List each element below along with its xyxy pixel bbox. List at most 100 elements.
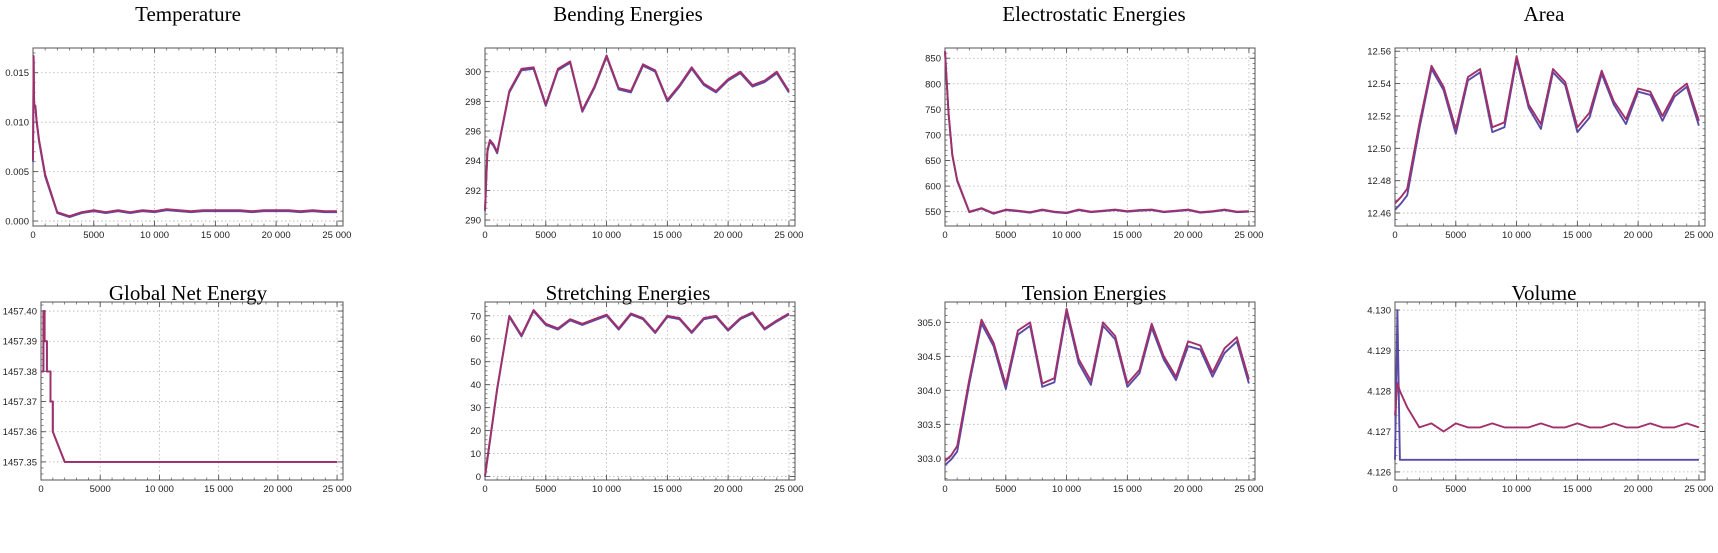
- volume-xtick-label: 10 000: [1502, 484, 1531, 495]
- area-frame: [1394, 47, 1706, 227]
- tension-energies-frame: [944, 301, 1256, 481]
- global-net-energy-ytick-label: 1457.37: [3, 397, 37, 408]
- area-ytick-label: 12.46: [1367, 209, 1391, 220]
- tension-energies-xtick-label: 0: [942, 484, 947, 495]
- electrostatic-energies-ytick-label: 600: [925, 182, 941, 193]
- electrostatic-energies-xtick-label: 5000: [995, 230, 1016, 241]
- stretching-energies-xtick-label: 20 000: [714, 484, 743, 495]
- global-net-energy-series-line-2: [41, 310, 338, 463]
- global-net-energy-panel: Global Net Energy 0 5000 10 000 15 000 20 000…: [3, 281, 352, 495]
- tension-energies-ytick-label: 304.5: [917, 352, 941, 363]
- stretching-energies-xtick-label: 10 000: [592, 484, 621, 495]
- tension-energies-xtick-label: 20 000: [1174, 484, 1203, 495]
- electrostatic-energies-xtick-label: 10 000: [1052, 230, 1081, 241]
- bending-energies-ytick-label: 294: [465, 156, 481, 167]
- tension-energies-ytick-label: 305.0: [917, 318, 941, 329]
- stretching-energies-ytick-label: 60: [470, 334, 481, 345]
- stretching-energies-ytick-label: 10: [470, 449, 481, 460]
- area-panel: Area 0 5000 10 000 15 000 20 000 25 000 12.46 12…: [1367, 2, 1713, 241]
- stretching-energies-panel: Stretching Energies 0 5000 10 000 15 000 20 0…: [470, 281, 803, 495]
- global-net-energy-xtick-label: 20 000: [263, 484, 292, 495]
- temperature-xtick-label: 10 000: [140, 230, 169, 241]
- stretching-energies-ytick-label: 20: [470, 426, 481, 437]
- temperature-panel: Temperature 0 5000 10 000 15 000 20 000 25 000…: [5, 2, 351, 241]
- volume-xtick-label: 15 000: [1563, 484, 1592, 495]
- temperature-xtick-label: 20 000: [262, 230, 291, 241]
- temperature-ytick-label: 0.015: [5, 68, 29, 79]
- temperature-ytick-label: 0.005: [5, 167, 29, 178]
- stretching-energies-ytick-label: 0: [476, 472, 481, 483]
- area-ytick-label: 12.50: [1367, 144, 1391, 155]
- global-net-energy-xtick-label: 5000: [90, 484, 111, 495]
- electrostatic-energies-ytick-label: 650: [925, 156, 941, 167]
- temperature-xtick-label: 15 000: [201, 230, 230, 241]
- tension-energies-series-line-2: [944, 307, 1250, 462]
- electrostatic-energies-xtick-label: 25 000: [1234, 230, 1263, 241]
- tension-energies-series-line-1: [944, 311, 1250, 466]
- area-series-line-1: [1394, 58, 1700, 211]
- global-net-energy-series-line-1: [41, 310, 338, 463]
- electrostatic-energies-series-line-2: [944, 51, 1249, 215]
- electrostatic-energies-xtick-label: 15 000: [1113, 230, 1142, 241]
- electrostatic-energies-panel: Electrostatic Energies 0 5000 10 000 15 000 2…: [925, 2, 1263, 241]
- temperature-title: Temperature: [135, 2, 241, 26]
- electrostatic-energies-ytick-label: 700: [925, 130, 941, 141]
- temperature-xtick-label: 5000: [83, 230, 104, 241]
- area-series-line-2: [1394, 55, 1700, 204]
- global-net-energy-xtick-label: 0: [38, 484, 43, 495]
- bending-energies-xtick-label: 25 000: [774, 230, 803, 241]
- tension-energies-ytick-label: 303.0: [917, 454, 941, 465]
- global-net-energy-ytick-label: 1457.35: [3, 457, 37, 468]
- global-net-energy-xtick-label: 25 000: [323, 484, 352, 495]
- temperature-ytick-label: 0.000: [5, 217, 29, 228]
- volume-panel: Volume 0 5000 10 000 15 000 20 000 25 000 4.126…: [1367, 281, 1713, 495]
- area-xtick-label: 15 000: [1563, 230, 1592, 241]
- stretching-energies-series-line-2: [484, 309, 790, 476]
- electrostatic-energies-ytick-label: 550: [925, 207, 941, 218]
- stretching-energies-ytick-label: 70: [470, 311, 481, 322]
- bending-energies-xtick-label: 0: [482, 230, 487, 241]
- volume-series-line-2: [1394, 381, 1700, 433]
- volume-xtick-label: 0: [1392, 484, 1397, 495]
- bending-energies-ytick-label: 298: [465, 97, 481, 108]
- bending-energies-xtick-label: 5000: [535, 230, 556, 241]
- electrostatic-energies-ytick-label: 800: [925, 79, 941, 90]
- electrostatic-energies-xtick-label: 0: [942, 230, 947, 241]
- electrostatic-energies-title: Electrostatic Energies: [1002, 2, 1185, 26]
- stretching-energies-xtick-label: 5000: [535, 484, 556, 495]
- area-xtick-label: 0: [1392, 230, 1397, 241]
- volume-frame: [1394, 301, 1706, 481]
- global-net-energy-xtick-label: 10 000: [145, 484, 174, 495]
- temperature-ytick-label: 0.010: [5, 118, 29, 129]
- bending-energies-panel: Bending Energies 0 5000 10 000 15 000 20 000 2…: [465, 2, 803, 241]
- global-net-energy-ytick-label: 1457.39: [3, 337, 37, 348]
- bending-energies-ytick-label: 300: [465, 67, 481, 78]
- tension-energies-panel: Tension Energies 0 5000 10 000 15 000 20 000 2…: [917, 281, 1263, 495]
- tension-energies-xtick-label: 25 000: [1234, 484, 1263, 495]
- bending-energies-xtick-label: 20 000: [714, 230, 743, 241]
- tension-energies-xtick-label: 5000: [995, 484, 1016, 495]
- global-net-energy-ytick-label: 1457.36: [3, 427, 37, 438]
- bending-energies-xtick-label: 10 000: [592, 230, 621, 241]
- stretching-energies-frame: [484, 301, 796, 481]
- area-ytick-label: 12.48: [1367, 176, 1391, 187]
- volume-xtick-label: 5000: [1445, 484, 1466, 495]
- bending-energies-xtick-label: 15 000: [653, 230, 682, 241]
- electrostatic-energies-series-line-1: [944, 52, 1249, 215]
- bending-energies-ytick-label: 296: [465, 127, 481, 138]
- tension-energies-xtick-label: 10 000: [1052, 484, 1081, 495]
- volume-ytick-label: 4.130: [1367, 306, 1391, 317]
- electrostatic-energies-frame: [944, 47, 1256, 227]
- bending-energies-series-line-1: [484, 55, 790, 212]
- tension-energies-title: Tension Energies: [1022, 281, 1167, 305]
- global-net-energy-title: Global Net Energy: [109, 281, 268, 305]
- stretching-energies-ytick-label: 40: [470, 380, 481, 391]
- volume-ytick-label: 4.128: [1367, 387, 1391, 398]
- temperature-xtick-label: 25 000: [322, 230, 351, 241]
- stretching-energies-xtick-label: 25 000: [774, 484, 803, 495]
- bending-energies-ytick-label: 292: [465, 186, 481, 197]
- bending-energies-ytick-label: 290: [465, 216, 481, 227]
- electrostatic-energies-ytick-label: 850: [925, 54, 941, 65]
- area-ytick-label: 12.56: [1367, 47, 1391, 58]
- temperature-series-line-1: [32, 56, 337, 219]
